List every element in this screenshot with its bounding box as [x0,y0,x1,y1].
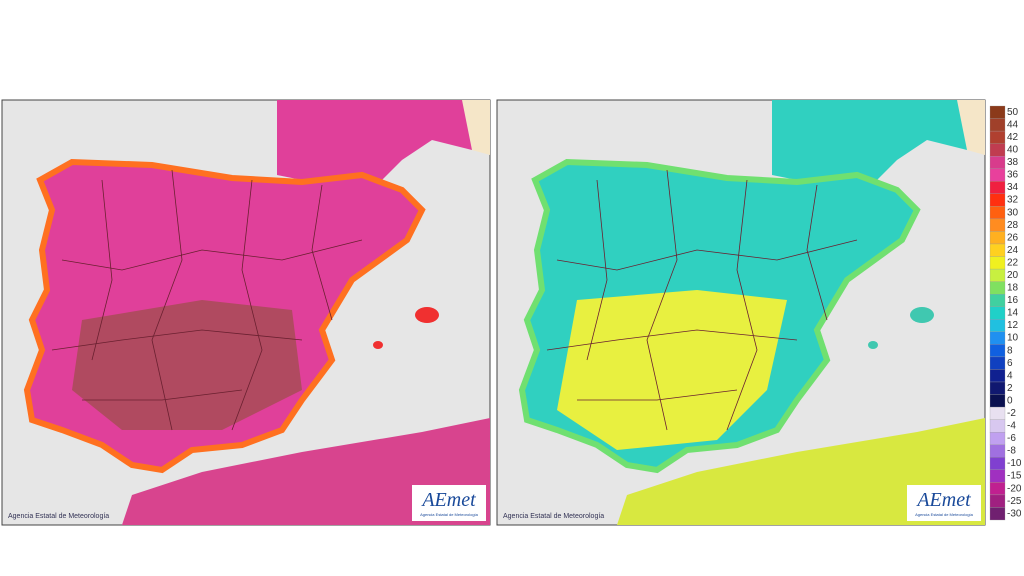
island [373,341,383,349]
legend-swatch [989,268,1006,282]
credit: Agencia Estatal de Meteorología [8,513,109,520]
legend-label: 12 [1007,320,1019,331]
legend-label: 16 [1007,295,1019,306]
island [415,307,439,323]
legend-label: -10 [1007,458,1022,469]
legend-label: 34 [1007,182,1019,193]
legend-swatch [989,130,1006,144]
legend-label: 8 [1007,345,1013,356]
legend-swatch [989,193,1006,207]
logo-subtitle: Agencia Estatal de Meteorología [915,512,974,517]
legend-label: -30 [1007,508,1022,519]
logo-box [412,485,486,521]
legend-label: 50 [1007,107,1019,118]
legend-swatch [989,243,1006,257]
legend-swatch [989,381,1006,395]
credit: Agencia Estatal de Meteorología [503,513,604,520]
logo-box [907,485,981,521]
legend-label: 44 [1007,119,1019,130]
legend-label: 30 [1007,207,1019,218]
legend-label: -4 [1007,421,1016,432]
legend-label: 36 [1007,170,1019,181]
legend-label: 6 [1007,358,1013,369]
legend-swatch [989,206,1006,220]
legend-label: -20 [1007,483,1022,494]
legend-label: 28 [1007,220,1019,231]
legend-swatch [989,256,1006,270]
legend-label: 18 [1007,283,1019,294]
island [868,341,878,349]
legend-swatch [989,356,1006,370]
legend-swatch [989,432,1006,445]
logo-subtitle: Agencia Estatal de Meteorología [420,512,479,517]
legend-label: 14 [1007,308,1019,319]
legend-label: 38 [1007,157,1019,168]
legend-label: -15 [1007,471,1022,482]
warm-area [557,290,787,450]
legend-label: -2 [1007,408,1016,419]
legend-swatch [989,306,1006,320]
legend-label: -6 [1007,433,1016,444]
legend-label: 32 [1007,195,1019,206]
legend-swatch [989,406,1006,420]
legend-label: 26 [1007,232,1019,243]
legend-swatch [989,482,1006,496]
legend-label: 20 [1007,270,1019,281]
legend-swatch [989,444,1006,458]
legend-swatch [989,331,1006,345]
legend-swatch [989,344,1006,358]
legend-swatch [989,181,1006,194]
legend-label: 40 [1007,145,1019,156]
land [957,100,985,155]
legend-label: 24 [1007,245,1019,256]
legend-label: 4 [1007,370,1013,381]
legend-swatch [989,507,1006,521]
legend-swatch [989,457,1006,470]
legend-label: 42 [1007,132,1019,143]
legend-swatch [989,294,1006,307]
legend: 5044424038363432302826242220181614121086… [989,105,1022,521]
legend-swatch [989,494,1006,508]
legend-label: 22 [1007,257,1019,268]
legend-swatch [989,469,1006,483]
logo: AEmet [915,489,971,511]
legend-label: -8 [1007,446,1016,457]
legend-swatch [989,218,1006,232]
legend-swatch [989,394,1006,408]
legend-label: 10 [1007,333,1019,344]
land [462,100,490,155]
map-left: Agencia Estatal de Meteorología AEmet Ag… [1,99,491,526]
legend-swatch [989,118,1006,132]
legend-swatch [989,319,1006,332]
legend-swatch [989,168,1006,182]
legend-label: 2 [1007,383,1013,394]
island [910,307,934,323]
legend-label: 0 [1007,395,1013,406]
legend-swatch [989,143,1006,157]
legend-swatch [989,231,1006,245]
legend-swatch [989,105,1006,119]
legend-label: -25 [1007,496,1022,507]
legend-swatch [989,156,1006,169]
legend-swatch [989,419,1006,433]
map-right: Agencia Estatal de Meteorología AEmet Ag… [496,99,986,526]
legend-swatch [989,369,1006,383]
legend-swatch [989,281,1006,295]
logo: AEmet [420,489,476,511]
